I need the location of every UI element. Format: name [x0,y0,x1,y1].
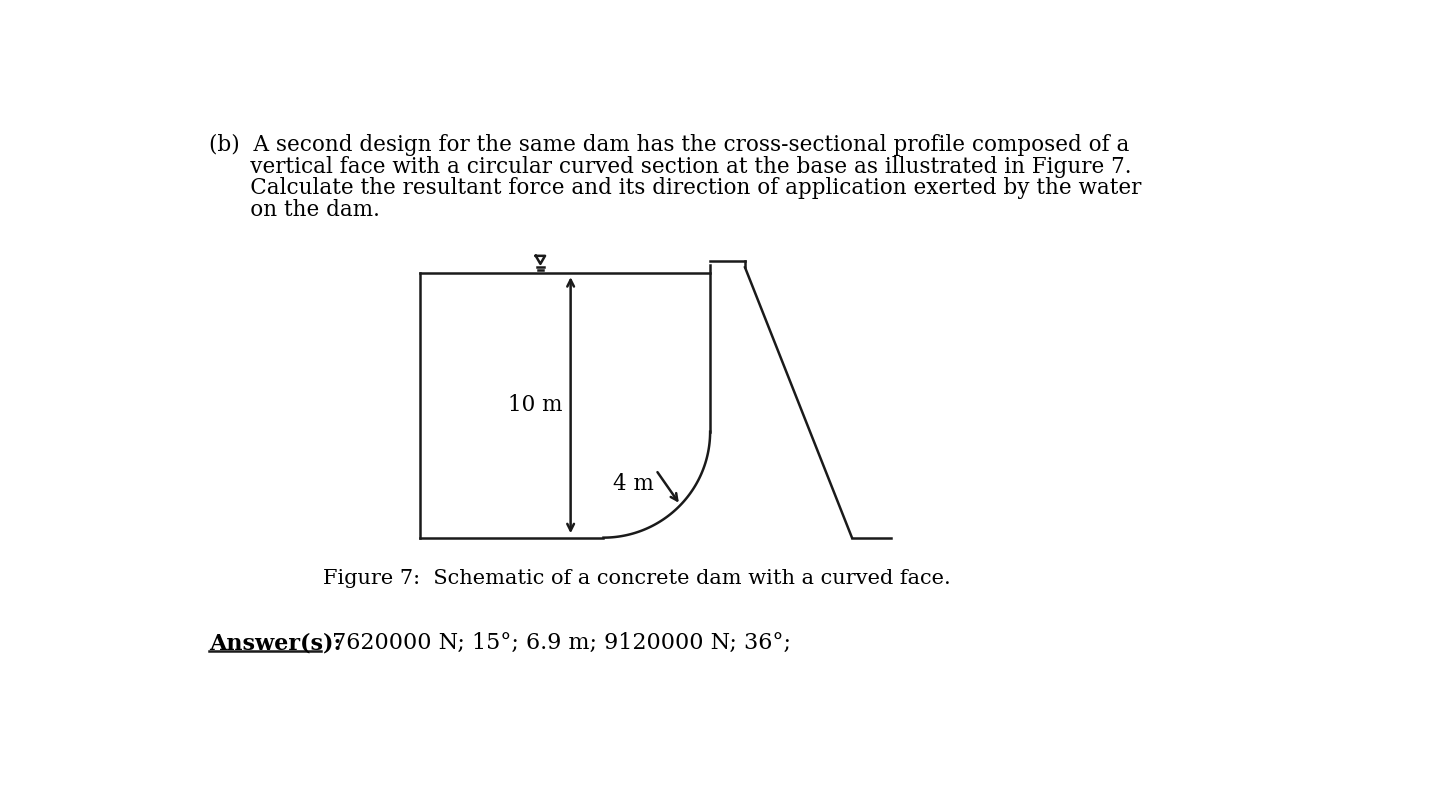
Text: Answer(s):: Answer(s): [209,633,341,654]
Text: vertical face with a circular curved section at the base as illustrated in Figur: vertical face with a circular curved sec… [209,156,1131,177]
Text: on the dam.: on the dam. [209,198,380,221]
Text: Figure 7:  Schematic of a concrete dam with a curved face.: Figure 7: Schematic of a concrete dam wi… [323,569,951,588]
Text: 7620000 N; 15°; 6.9 m; 9120000 N; 36°;: 7620000 N; 15°; 6.9 m; 9120000 N; 36°; [326,633,792,654]
Text: Calculate the resultant force and its direction of application exerted by the wa: Calculate the resultant force and its di… [209,177,1141,199]
Text: (b)  A second design for the same dam has the cross-sectional profile composed o: (b) A second design for the same dam has… [209,134,1129,156]
Text: 4 m: 4 m [614,473,654,495]
Text: 10 m: 10 m [509,394,564,416]
